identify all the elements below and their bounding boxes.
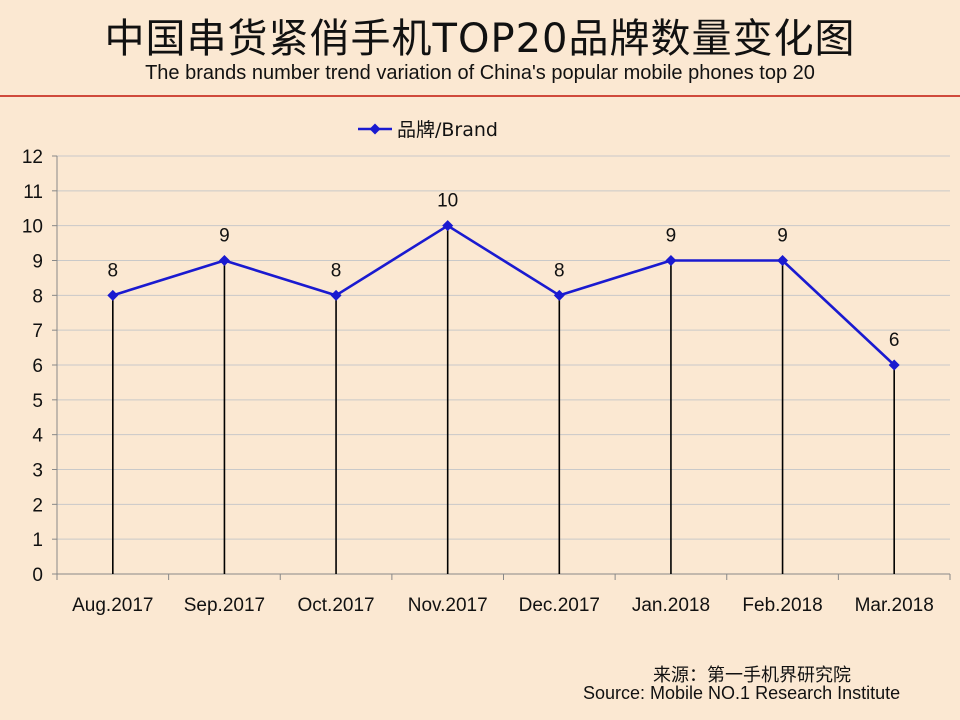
data-label: 6: [889, 330, 900, 351]
data-label: 9: [666, 226, 677, 247]
x-tick-label: Aug.2017: [72, 595, 153, 616]
y-tick-label: 7: [32, 321, 43, 342]
y-tick-label: 12: [22, 147, 43, 168]
y-tick-label: 2: [32, 495, 43, 516]
chart-subtitle: The brands number trend variation of Chi…: [145, 62, 815, 84]
x-tick-label: Oct.2017: [298, 595, 375, 616]
chart-title: 中国串货紧俏手机TOP20品牌数量变化图: [104, 16, 856, 62]
y-tick-label: 9: [32, 252, 43, 273]
y-tick-label: 10: [22, 217, 43, 238]
data-label: 8: [331, 260, 342, 281]
data-label: 8: [108, 260, 119, 281]
data-label: 10: [437, 191, 458, 212]
x-tick-label: Nov.2017: [408, 595, 488, 616]
title-divider: [0, 95, 960, 97]
source-en: Source: Mobile NO.1 Research Institute: [583, 683, 901, 703]
axes: [52, 155, 951, 580]
y-tick-label: 1: [32, 530, 43, 551]
x-tick-label: Mar.2018: [855, 595, 934, 616]
x-tick-label: Feb.2018: [742, 595, 822, 616]
data-point: [553, 289, 565, 301]
drop-lines: [112, 225, 895, 574]
legend-label: 品牌/Brand: [397, 119, 498, 141]
y-tick-label: 0: [32, 565, 43, 586]
y-tick-label: 3: [32, 461, 43, 482]
source-cn: 来源：第一手机界研究院: [653, 665, 851, 686]
y-tick-label: 5: [32, 391, 43, 412]
data-label: 8: [554, 260, 565, 281]
data-point: [777, 255, 789, 266]
data-point: [107, 289, 119, 301]
x-tick-labels: Aug.2017 Sep.2017 Oct.2017 Nov.2017 Dec.2017…: [72, 595, 934, 616]
legend-marker: [369, 123, 381, 135]
x-tick-label: Sep.2017: [184, 595, 265, 616]
legend: 品牌/Brand: [358, 119, 498, 141]
data-point: [665, 255, 677, 266]
y-tick-label: 8: [32, 286, 43, 307]
data-labels: 8 9 8 10 8 9 9 6: [108, 191, 900, 351]
data-point: [330, 289, 342, 301]
data-label: 9: [777, 226, 788, 247]
series-layer: [107, 220, 900, 371]
x-tick-label: Jan.2018: [632, 595, 710, 616]
gridlines: [57, 155, 950, 540]
data-point: [442, 220, 454, 232]
data-point: [218, 255, 230, 266]
y-tick-label: 6: [32, 356, 43, 377]
series-line: [112, 224, 896, 366]
y-tick-label: 11: [23, 182, 43, 203]
data-label: 9: [219, 226, 230, 247]
x-tick-label: Dec.2017: [519, 595, 600, 616]
data-point: [888, 359, 900, 371]
y-tick-label: 4: [32, 426, 43, 447]
